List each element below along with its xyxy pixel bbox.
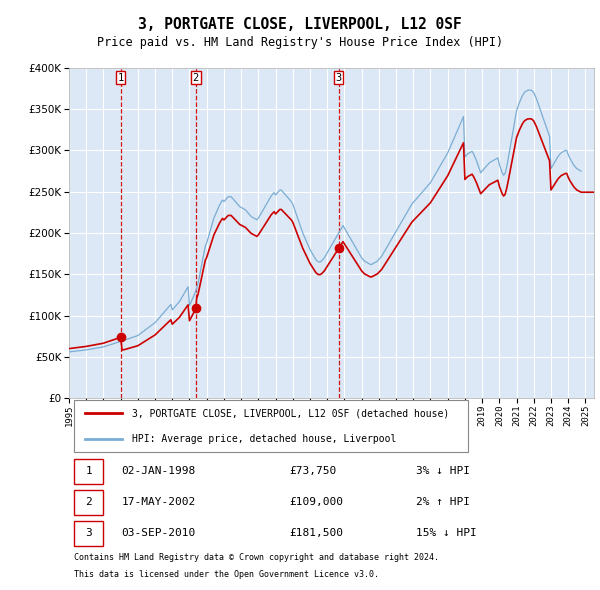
FancyBboxPatch shape [74, 459, 103, 484]
Text: 1: 1 [118, 73, 124, 83]
FancyBboxPatch shape [74, 490, 103, 515]
Text: 2: 2 [85, 497, 92, 507]
FancyBboxPatch shape [74, 521, 103, 546]
Text: Price paid vs. HM Land Registry's House Price Index (HPI): Price paid vs. HM Land Registry's House … [97, 36, 503, 49]
Text: 3, PORTGATE CLOSE, LIVERPOOL, L12 0SF (detached house): 3, PORTGATE CLOSE, LIVERPOOL, L12 0SF (d… [132, 408, 449, 418]
Text: 1: 1 [85, 467, 92, 477]
Text: 15% ↓ HPI: 15% ↓ HPI [415, 528, 476, 538]
Text: 02-JAN-1998: 02-JAN-1998 [121, 467, 196, 477]
Text: 3: 3 [335, 73, 342, 83]
Text: £109,000: £109,000 [290, 497, 343, 507]
Text: 3: 3 [85, 528, 92, 538]
Text: 17-MAY-2002: 17-MAY-2002 [121, 497, 196, 507]
Text: 2: 2 [193, 73, 199, 83]
Text: This data is licensed under the Open Government Licence v3.0.: This data is licensed under the Open Gov… [74, 570, 379, 579]
Text: Contains HM Land Registry data © Crown copyright and database right 2024.: Contains HM Land Registry data © Crown c… [74, 553, 439, 562]
Text: 3, PORTGATE CLOSE, LIVERPOOL, L12 0SF: 3, PORTGATE CLOSE, LIVERPOOL, L12 0SF [138, 17, 462, 32]
Text: 2% ↑ HPI: 2% ↑ HPI [415, 497, 470, 507]
FancyBboxPatch shape [74, 401, 468, 452]
Text: 3% ↓ HPI: 3% ↓ HPI [415, 467, 470, 477]
Text: £73,750: £73,750 [290, 467, 337, 477]
Text: 03-SEP-2010: 03-SEP-2010 [121, 528, 196, 538]
Text: £181,500: £181,500 [290, 528, 343, 538]
Text: HPI: Average price, detached house, Liverpool: HPI: Average price, detached house, Live… [132, 434, 397, 444]
